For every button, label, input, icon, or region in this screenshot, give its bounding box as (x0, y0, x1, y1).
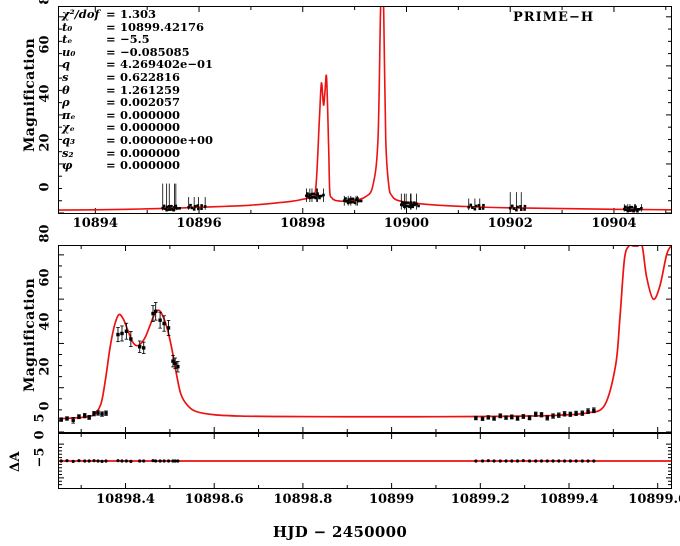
parameter-value: 0.000000 (120, 158, 181, 173)
res-xticklabels-item: 10899.2 (450, 492, 510, 507)
parameter-name: q₃ (62, 132, 76, 147)
top-xticklabels-item: 10902 (487, 216, 533, 231)
parameter-value: 0.000000 (120, 107, 181, 122)
parameter-value: 0.000000 (120, 120, 181, 135)
parameter-value: 0.000000 (120, 145, 181, 160)
parameter-value: −5.5 (120, 32, 150, 47)
middle-panel (58, 245, 672, 433)
parameter-value: 10899.42176 (120, 19, 205, 34)
res-xticklabels-item: 10898.4 (96, 492, 155, 507)
top-yticklabels-item: 80 (38, 0, 53, 46)
parameter-name: χₑ (62, 120, 75, 135)
parameter-equals: = (106, 145, 116, 160)
parameter-value: 0.622816 (120, 69, 181, 84)
dataset-label: PRIME−H (513, 10, 595, 25)
res-xticklabels-item: 10899.4 (539, 492, 599, 507)
parameter-equals: = (106, 95, 116, 110)
top-xticklabels-item: 10898 (280, 216, 326, 231)
parameter-equals: = (106, 69, 116, 84)
parameter-name: u₀ (62, 44, 76, 59)
top-xticklabels-item: 10896 (176, 216, 222, 231)
mid-yticklabels-item: 80 (37, 224, 53, 243)
parameter-value: 0.002057 (120, 95, 181, 110)
parameter-value: 1.261259 (120, 82, 181, 97)
parameter-value: 1.303 (120, 7, 157, 21)
res-xticklabels-item: 10899.6 (628, 492, 680, 507)
parameter-equals: = (106, 32, 116, 47)
parameter-equals: = (106, 82, 116, 97)
top-xticklabels-item: 10900 (383, 216, 430, 231)
top-panel (58, 6, 672, 214)
parameter-name: t₀ (62, 19, 73, 34)
parameter-equals: = (106, 107, 116, 122)
parameter-equals: = (106, 132, 116, 147)
parameter-name: φ (62, 158, 73, 173)
top-xticklabels-item: 10894 (72, 216, 118, 231)
parameter-name: πₑ (62, 107, 76, 122)
parameter-name: ρ (62, 95, 70, 110)
parameter-value: 0.000000e+00 (120, 132, 213, 147)
res-xticklabels-item: 10898.6 (184, 492, 244, 507)
res-yticklabels-item: −5 (32, 447, 48, 468)
parameter-equals: = (106, 57, 116, 72)
parameter-equals: = (106, 120, 116, 135)
top-panel-ylabel: Magnification (22, 38, 38, 152)
parameter-name: θ (62, 82, 70, 97)
parameter-name: s (62, 69, 69, 84)
parameter-value: 4.269402e−01 (120, 57, 213, 72)
parameter-equals: = (106, 158, 116, 173)
parameter-name: χ²/dof (62, 7, 100, 21)
top-xticklabels-item: 10904 (591, 216, 637, 231)
parameter-equals: = (106, 44, 116, 59)
parameter-name: tₑ (62, 32, 73, 47)
parameter-equals: = (106, 7, 116, 21)
middle-panel-ylabel: Magnification (22, 278, 38, 392)
parameter-value: −0.085085 (120, 44, 190, 59)
parameter-equals: = (106, 19, 116, 34)
parameter-name: s₂ (62, 145, 74, 160)
res-xticklabels-item: 10898.8 (273, 492, 333, 507)
x-axis-label: HJD − 2450000 (272, 523, 408, 541)
parameter-name: q (62, 57, 71, 72)
res-xticklabels-item: 10899 (368, 492, 415, 507)
residual-panel-ylabel: ΔA (8, 451, 23, 472)
residual-panel (58, 433, 672, 489)
